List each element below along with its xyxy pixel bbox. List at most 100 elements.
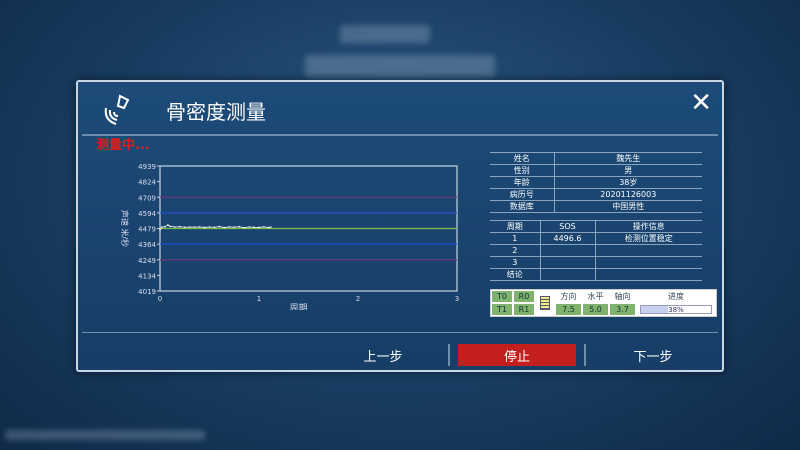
cycle-cell: 检测位置稳定 <box>594 232 702 245</box>
bone-density-dialog: 骨密度测量 ✕ 测量中... 4939 4824 4709 4594 4479 4364 4… <box>76 80 724 372</box>
patient-label: 年龄 <box>490 176 555 189</box>
probe-controls: T0 R0 T1 R1 方向 7.5 水平 5.0 轴向 3.7 进度 38% <box>490 289 717 317</box>
cycle-row: 1 4496.6 检测位置稳定 <box>490 232 702 245</box>
cycle-cell: 3 <box>490 256 540 269</box>
r1-indicator: R1 <box>513 303 535 316</box>
divider <box>584 344 586 366</box>
patient-row: 病历号 20201126003 <box>490 188 702 201</box>
sos-data-point <box>161 226 163 228</box>
sos-data-point <box>258 226 260 229</box>
direction-value: 3.7 <box>609 303 636 316</box>
y-tick-label: 4824 <box>138 179 156 187</box>
direction-value: 5.0 <box>582 303 609 316</box>
sos-data-point <box>263 226 265 228</box>
sos-data-point <box>248 226 250 228</box>
sos-data-point <box>213 226 216 229</box>
y-tick-label: 4134 <box>138 272 156 280</box>
patient-row: 数据库 中国男性 <box>490 200 702 213</box>
cycle-cell <box>594 244 702 257</box>
cycle-header: 操作信息 <box>594 220 702 233</box>
next-step-button[interactable]: 下一步 <box>633 349 673 365</box>
cycle-header-row: 周期 SOS 操作信息 <box>490 220 702 233</box>
patient-table: 姓名 魏先生 性别男年龄 38岁 病历号 20201126003 数据库 中国男性 <box>490 152 702 213</box>
x-axis-label: 周期 <box>289 303 307 310</box>
x-tick-label: 1 <box>257 295 261 303</box>
y-tick-label: 4364 <box>138 241 156 249</box>
cycle-header: SOS <box>539 220 595 233</box>
sos-data-point <box>270 226 272 228</box>
cycle-row: 3 <box>490 256 702 269</box>
background-title <box>340 25 430 43</box>
measuring-status: 测量中... <box>96 138 150 153</box>
sos-data-point <box>253 226 255 229</box>
sos-data-point <box>233 226 236 228</box>
patient-value: 男 <box>553 164 702 177</box>
cycle-header: 周期 <box>490 220 540 233</box>
sos-data-point <box>268 226 270 229</box>
patient-row: 姓名 魏先生 <box>490 152 702 165</box>
t1-indicator: T1 <box>491 303 513 316</box>
patient-label: 性别 <box>490 164 555 177</box>
background-subtitle <box>305 55 495 77</box>
y-tick-label: 4939 <box>138 163 156 171</box>
x-tick-label: 0 <box>158 295 162 303</box>
cycle-cell <box>539 268 595 281</box>
patient-row: 年龄 38岁 <box>490 176 702 189</box>
progress-label: 进度 <box>636 290 716 303</box>
cycle-row: 2 <box>490 244 702 257</box>
sos-data-point <box>167 224 169 226</box>
x-tick-label: 2 <box>356 295 360 303</box>
cycle-cell <box>539 256 595 269</box>
patient-label: 数据库 <box>490 200 555 213</box>
dialog-title: 骨密度测量 <box>166 100 266 124</box>
y-axis-label: 声速 米/秒 <box>120 210 130 247</box>
sos-data-point <box>183 226 186 229</box>
ultrasound-probe-icon <box>104 94 130 125</box>
close-icon[interactable]: ✕ <box>690 88 712 118</box>
progress-bar: 38% <box>640 305 712 314</box>
footer-divider <box>82 332 718 333</box>
background-footer <box>5 430 205 440</box>
sos-data-point <box>243 226 245 229</box>
direction-label: 轴向 <box>609 290 636 303</box>
y-tick-label: 4594 <box>138 210 156 218</box>
y-tick-label: 4709 <box>138 194 156 202</box>
cycle-table: 周期 SOS 操作信息 1 4496.6 检测位置稳定 2 3 结论 <box>490 220 702 281</box>
header-divider <box>82 134 718 136</box>
cycle-row: 结论 <box>490 268 702 281</box>
sos-data-point <box>174 226 176 228</box>
patient-label: 姓名 <box>490 152 555 165</box>
patient-value: 魏先生 <box>553 152 702 165</box>
cycle-cell <box>594 268 702 281</box>
patient-row: 性别男 <box>490 164 702 177</box>
progress-text: 38% <box>668 306 684 314</box>
y-tick-label: 4019 <box>138 288 156 296</box>
sos-data-point <box>188 226 191 228</box>
sos-data-point <box>164 225 166 228</box>
patient-value: 38岁 <box>553 176 702 189</box>
sos-data-point <box>159 228 161 231</box>
prev-step-button[interactable]: 上一步 <box>363 349 403 365</box>
sos-data-point <box>228 226 231 228</box>
patient-value: 20201126003 <box>553 188 702 201</box>
cycle-cell <box>594 256 702 269</box>
cycle-cell: 2 <box>490 244 540 257</box>
sos-data-point <box>169 225 171 228</box>
sos-series-line <box>159 224 271 230</box>
sos-data-point <box>238 225 240 228</box>
cycle-cell: 4496.6 <box>539 232 595 245</box>
sos-data-point <box>208 226 211 228</box>
x-tick-label: 3 <box>455 295 459 303</box>
y-tick-label: 4479 <box>138 226 156 234</box>
list-icon <box>535 290 555 316</box>
sos-data-point <box>198 226 201 228</box>
stop-button[interactable]: 停止 <box>458 344 576 366</box>
cycle-cell <box>539 244 595 257</box>
y-tick-label: 4249 <box>138 257 156 265</box>
direction-label: 水平 <box>582 290 609 303</box>
patient-value: 中国男性 <box>553 200 702 213</box>
patient-label: 病历号 <box>490 188 555 201</box>
cycle-cell: 结论 <box>490 268 540 281</box>
r0-indicator: R0 <box>513 290 535 303</box>
